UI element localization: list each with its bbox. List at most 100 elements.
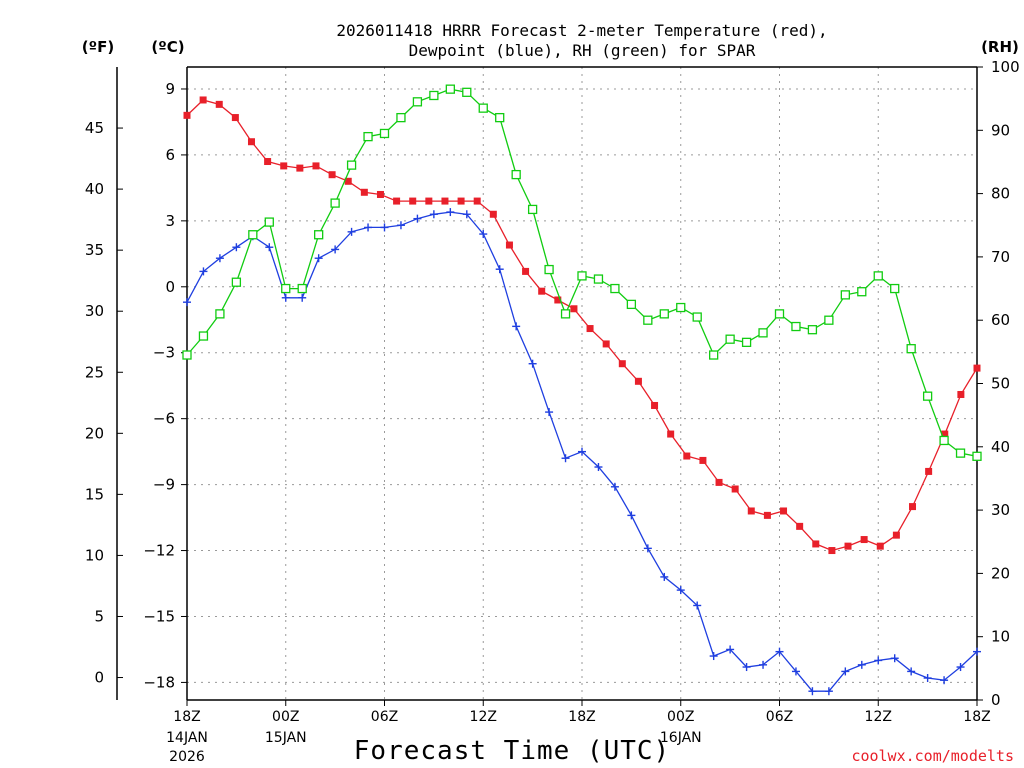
dewpoint-point	[841, 667, 850, 676]
rh-point	[577, 271, 587, 281]
temperature-point	[199, 96, 207, 104]
dewpoint-point	[693, 601, 702, 610]
chart-title-line-1: 2026011418 HRRR Forecast 2-meter Tempera…	[336, 21, 827, 40]
rh-tick-label: 90	[991, 121, 1010, 139]
x-tick-label: 18Z	[568, 709, 595, 725]
rh-point	[297, 283, 307, 294]
rh-point	[807, 325, 818, 335]
chart-title-line-2: Dewpoint (blue), RH (green) for SPAR	[409, 41, 756, 60]
x-tick-label: 06Z	[371, 709, 398, 725]
temperature-point	[796, 522, 804, 530]
fahrenheit-unit-label: (ºF)	[82, 38, 114, 56]
rh-tick-label: 60	[991, 311, 1010, 329]
dewpoint-point	[791, 667, 800, 676]
temperature-point	[634, 377, 642, 385]
series-dewpoint	[183, 208, 981, 696]
rh-point	[939, 435, 949, 446]
temperature-point	[715, 478, 723, 486]
dewpoint-point	[973, 647, 981, 656]
temperature-point	[280, 162, 288, 170]
dewpoint-point	[364, 223, 373, 232]
fahrenheit-tick-label: 35	[85, 241, 104, 259]
dewpoint-point	[265, 243, 274, 252]
rh-point	[741, 337, 752, 348]
fahrenheit-tick-label: 40	[85, 180, 104, 198]
rh-point	[412, 97, 423, 107]
temperature-point	[247, 138, 255, 146]
dewpoint-point	[627, 511, 636, 520]
rh-tick-label: 20	[991, 564, 1010, 582]
temperature-point	[731, 485, 739, 493]
dewpoint-point	[808, 687, 817, 696]
dewpoint-point	[495, 265, 504, 274]
temperature-point	[925, 467, 933, 475]
dewpoint-point	[347, 227, 356, 236]
dewpoint-point	[232, 243, 241, 252]
dewpoint-point	[857, 660, 866, 669]
rh-point	[626, 299, 637, 310]
series-2-meter-temperature	[183, 96, 981, 555]
fahrenheit-tick-label: 30	[85, 302, 104, 320]
dewpoint-point	[610, 482, 619, 491]
rh-point	[890, 283, 900, 294]
rh-point	[379, 128, 390, 139]
temperature-point	[957, 390, 965, 398]
celsius-tick-label: −15	[143, 607, 175, 625]
temperature-point	[312, 162, 320, 170]
dewpoint-point	[578, 447, 586, 456]
rh-point	[544, 264, 554, 275]
rh-point	[429, 90, 439, 101]
rh-point	[692, 312, 702, 322]
dewpoint-point	[594, 463, 603, 472]
data-series	[182, 84, 982, 696]
temperature-point	[344, 177, 352, 185]
rh-point	[314, 230, 324, 240]
dewpoint-point	[446, 208, 455, 217]
rh-point	[659, 309, 669, 319]
temperature-point	[683, 452, 691, 460]
x-tick-date-label: 14JAN	[166, 730, 208, 746]
temperature-point	[328, 171, 336, 179]
temperature-point	[215, 100, 223, 108]
temperature-point	[618, 360, 626, 368]
celsius-tick-label: −6	[153, 410, 175, 428]
temperature-point	[892, 531, 900, 539]
rh-point	[346, 160, 357, 170]
dewpoint-point	[775, 647, 784, 656]
dewpoint-point	[512, 322, 521, 331]
temperature-point	[183, 111, 191, 119]
celsius-tick-label: −12	[143, 542, 175, 560]
dewpoint-point	[396, 221, 405, 230]
temperature-point	[376, 190, 384, 198]
rh-point	[495, 112, 505, 123]
dewpoint-point	[479, 230, 488, 239]
temperature-point	[473, 197, 481, 205]
temperature-point	[586, 325, 594, 333]
rh-tick-label: 0	[991, 691, 1001, 709]
temperature-point	[231, 114, 239, 122]
temperature-point	[522, 267, 530, 275]
dewpoint-point	[429, 210, 438, 219]
dewpoint-point	[890, 654, 899, 663]
dewpoint-point	[528, 359, 537, 368]
dewpoint-point	[545, 408, 554, 417]
rh-point	[511, 169, 521, 180]
rh-point	[215, 309, 225, 319]
dewpoint-point	[331, 245, 340, 254]
celsius-tick-label: 0	[165, 278, 175, 296]
credit-text: coolwx.com/modelts	[851, 747, 1014, 765]
temperature-point	[505, 241, 513, 249]
axes: 9630−3−6−9−12−15−18454035302520151050100…	[85, 58, 1020, 765]
temperature-point	[941, 430, 949, 438]
temperature-point	[489, 210, 497, 218]
rh-tick-label: 40	[991, 438, 1010, 456]
celsius-tick-label: 3	[165, 212, 175, 230]
x-axis-label: Forecast Time (UTC)	[354, 736, 670, 766]
temperature-point	[747, 507, 755, 515]
dewpoint-point	[183, 298, 191, 307]
temperature-point	[296, 164, 304, 172]
temperature-point	[538, 287, 546, 295]
x-tick-label: 00Z	[667, 709, 694, 725]
dewpoint-point	[298, 293, 307, 302]
x-tick-label: 12Z	[865, 709, 892, 725]
